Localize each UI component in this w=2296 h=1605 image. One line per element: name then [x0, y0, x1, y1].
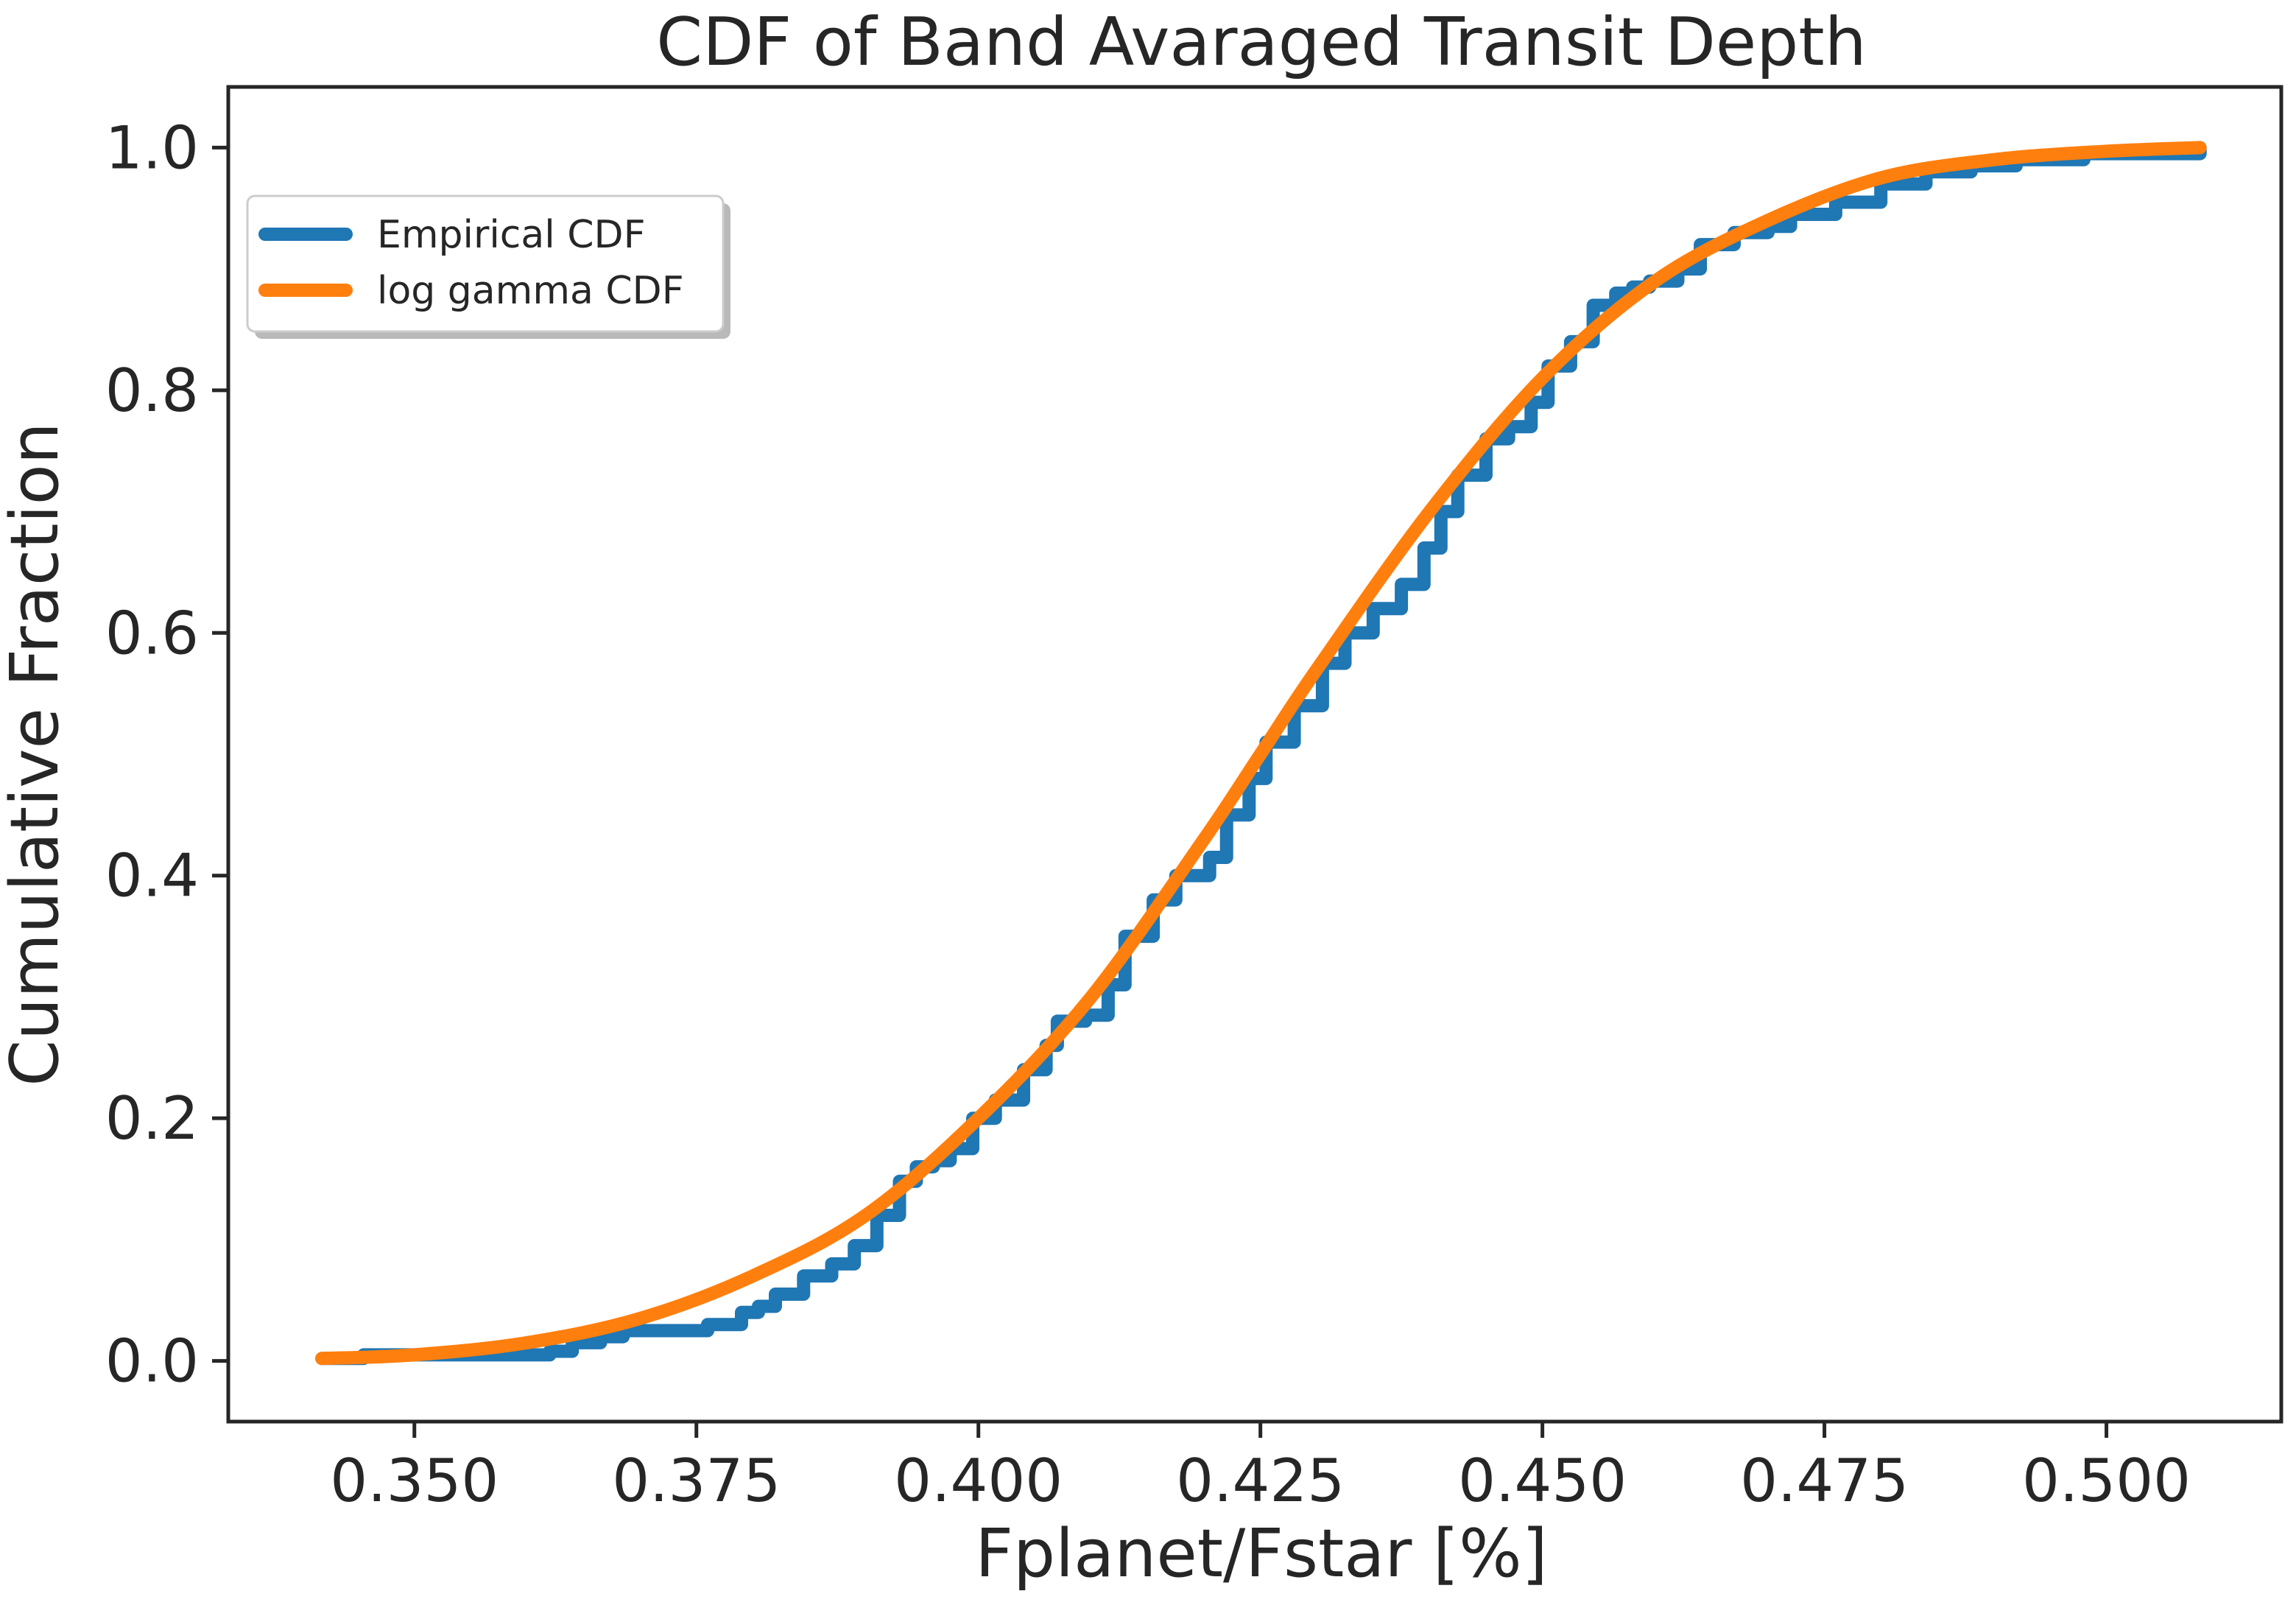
- x-tick-label: 0.350: [330, 1447, 499, 1515]
- y-tick-label: 0.8: [105, 357, 199, 425]
- legend-label-empirical: Empirical CDF: [377, 213, 645, 257]
- y-tick-label: 0.2: [105, 1084, 199, 1153]
- plot-frame: [226, 85, 2283, 1424]
- x-tick-label: 0.400: [894, 1447, 1063, 1515]
- y-tick-label: 0.0: [105, 1327, 199, 1396]
- plot-area: [226, 85, 2283, 1424]
- y-tick-label: 0.4: [105, 842, 199, 910]
- legend: Empirical CDF log gamma CDF: [246, 194, 730, 339]
- y-tick-label: 1.0: [105, 113, 199, 182]
- legend-label-log-gamma: log gamma CDF: [377, 269, 684, 313]
- y-axis-label: Cumulative Fraction: [0, 422, 74, 1086]
- x-tick-label: 0.475: [1740, 1447, 1909, 1515]
- legend-box: [246, 194, 725, 333]
- y-axis: 0.0 0.2 0.4 0.6 0.8 1.0: [105, 113, 228, 1396]
- chart-title: CDF of Band Avaraged Transit Depth: [656, 4, 1867, 81]
- x-tick-label: 0.450: [1458, 1447, 1627, 1515]
- x-axis: 0.350 0.375 0.400 0.425 0.450 0.475 0.500: [330, 1422, 2191, 1515]
- x-tick-label: 0.425: [1176, 1447, 1345, 1515]
- x-axis-label: Fplanet/Fstar [%]: [975, 1515, 1548, 1592]
- series-line-log-gamma-cdf: [315, 141, 2207, 1366]
- series-group: [315, 141, 2207, 1366]
- x-tick-label: 0.500: [2022, 1447, 2191, 1515]
- x-tick-label: 0.375: [612, 1447, 781, 1515]
- y-tick-label: 0.6: [105, 599, 199, 667]
